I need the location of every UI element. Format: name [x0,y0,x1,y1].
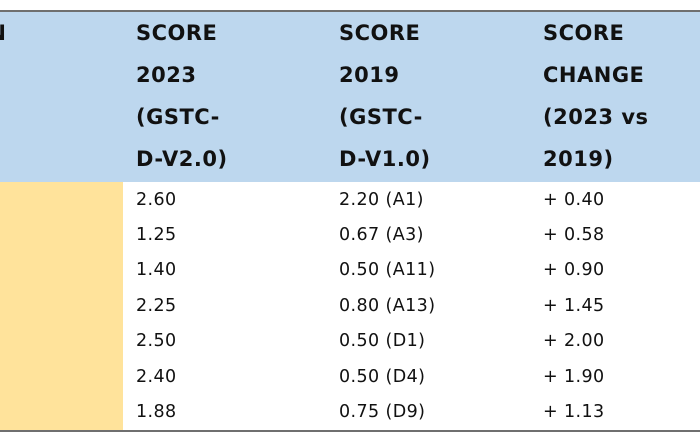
table-row: 1.25 0.67 (A3) + 0.58 [0,217,700,253]
criterion-cell [0,288,123,324]
header-line: 2023 [136,63,197,87]
header-line: 2019 [339,63,400,87]
header-line: SCORE [136,21,218,45]
score-2019-cell: 0.50 (A11) [339,260,436,281]
score-change-cell: + 1.13 [530,394,700,432]
header-row: ON D- SCORE 2023 (GSTC- D-V2.0) SCORE 20… [0,10,700,182]
header-line: (2023 vs [543,105,649,129]
score-change-cell: + 1.90 [543,366,605,387]
score-2019-cell: 0.67 (A3) [339,225,424,246]
score-2023-cell: 2.40 [136,366,177,387]
header-line: D-V2.0) [136,147,228,171]
table-row: 2.40 0.50 (D4) + 1.90 [0,358,700,395]
header-line: (GSTC- [339,105,423,129]
score-2019-cell: 2.20 (A1) [339,189,424,210]
score-change-cell: + 0.58 [543,225,605,246]
criterion-cell [0,394,123,432]
criterion-cell [0,358,123,395]
table-row: 1.88 0.75 (D9) + 1.13 [0,394,700,432]
score-change-cell: + 1.45 [543,295,605,316]
header-line: (GSTC- [136,105,220,129]
criterion-cell [0,182,123,218]
score-2023-cell: 1.88 [123,394,326,432]
table-header: ON D- SCORE 2023 (GSTC- D-V2.0) SCORE 20… [0,10,700,182]
table-row: 1.40 0.50 (A11) + 0.90 [0,252,700,289]
header-line: SCORE [339,21,421,45]
score-comparison-table: ON D- SCORE 2023 (GSTC- D-V2.0) SCORE 20… [0,10,700,432]
table-row: 2.25 0.80 (A13) + 1.45 [0,288,700,324]
header-line: ON [0,13,123,54]
header-line: CHANGE [543,63,645,87]
header-line: D-V1.0) [339,147,431,171]
score-2023-cell: 1.40 [136,260,177,281]
header-line: 2019) [543,147,614,171]
score-2023-cell: 2.50 [136,331,177,352]
criterion-cell [0,217,123,253]
score-2019-cell: 0.50 (D4) [339,366,426,387]
score-2023-cell: 2.60 [136,189,177,210]
criterion-cell [0,252,123,289]
table-row: 2.50 0.50 (D1) + 2.00 [0,323,700,359]
header-line: D- [0,54,123,96]
score-change-cell: + 0.90 [543,260,605,281]
score-change-cell: + 2.00 [543,331,605,352]
header-cell-score-change: SCORE CHANGE (2023 vs 2019) [530,10,700,182]
score-2019-cell: 0.50 (D1) [339,331,426,352]
table-row: 2.60 2.20 (A1) + 0.40 [0,182,700,218]
criterion-cell [0,323,123,359]
header-cell-score-2023: SCORE 2023 (GSTC- D-V2.0) [123,10,326,182]
score-2023-cell: 1.25 [136,225,177,246]
score-change-cell: + 0.40 [543,189,605,210]
score-2023-cell: 2.25 [136,295,177,316]
table-body: 2.60 2.20 (A1) + 0.40 1.25 0.67 (A3) + 0… [0,182,700,432]
header-line: SCORE [543,21,625,45]
score-2019-cell: 0.80 (A13) [339,295,436,316]
header-cell-score-2019: SCORE 2019 (GSTC- D-V1.0) [326,10,530,182]
header-cell-criterion: ON D- [0,10,123,182]
score-2019-cell: 0.75 (D9) [326,394,530,432]
top-margin [0,0,700,10]
